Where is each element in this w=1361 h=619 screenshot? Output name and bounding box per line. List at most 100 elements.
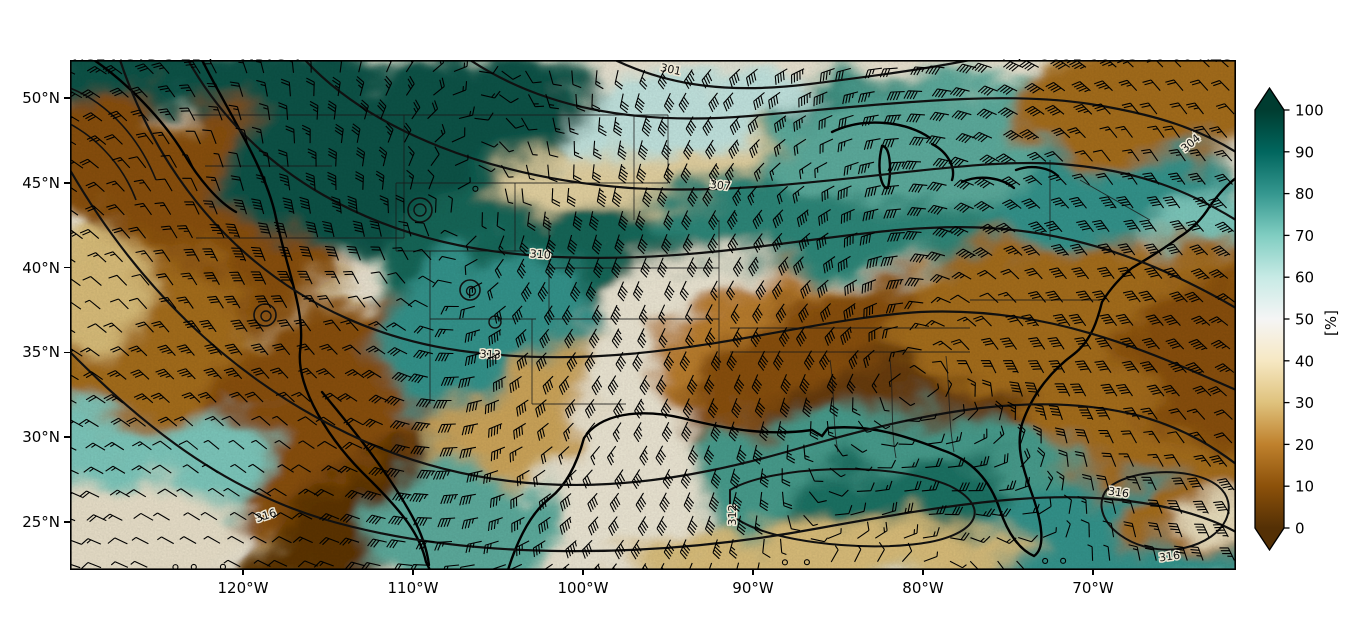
- wind-barb: [355, 171, 364, 190]
- wind-barb: [229, 81, 244, 97]
- wind-barb: [362, 295, 381, 308]
- wind-barb: [179, 84, 196, 98]
- wind-barb: [1142, 79, 1161, 91]
- wind-barb: [979, 292, 999, 304]
- wind-barb: [773, 138, 786, 157]
- wind-barb: [871, 373, 880, 394]
- wind-barb: [1047, 337, 1065, 350]
- map-canvas: 301 304 307 310 313 316 316 316 312: [70, 60, 1236, 570]
- wind-barb: [379, 195, 389, 214]
- wind-barb: [973, 200, 994, 212]
- wind-barb: [1214, 221, 1235, 233]
- wind-barb: [655, 445, 667, 466]
- wind-barb: [440, 305, 459, 315]
- wind-barb: [70, 90, 83, 100]
- wind-barb: [352, 220, 365, 237]
- wind-barb: [686, 257, 698, 278]
- calm-wind-circle: [1060, 557, 1067, 564]
- wind-barb: [407, 299, 428, 308]
- wind-barb: [156, 273, 174, 286]
- wind-barb: [176, 488, 193, 497]
- wind-barb: [582, 469, 593, 489]
- y-tick-label: 50°N: [22, 89, 60, 107]
- wind-barb: [183, 512, 200, 521]
- wind-barb: [863, 302, 878, 318]
- wind-barb: [70, 206, 79, 216]
- wind-barb: [434, 352, 454, 362]
- wind-barb: [931, 88, 952, 99]
- wind-barb: [567, 234, 578, 255]
- wind-barb: [457, 177, 471, 190]
- wind-barb: [814, 162, 828, 179]
- wind-barb: [466, 470, 483, 483]
- wind-barb: [1219, 547, 1235, 561]
- wind-barb: [202, 129, 217, 144]
- wind-barb: [613, 398, 624, 419]
- wind-barb: [798, 303, 809, 323]
- wind-barb: [370, 246, 386, 261]
- wind-barb: [1141, 476, 1157, 491]
- colorbar-tick-label: 30: [1295, 394, 1314, 412]
- wind-barb: [902, 346, 922, 355]
- wind-barb: [768, 91, 781, 110]
- wind-barb: [474, 112, 494, 121]
- wind-barb: [451, 127, 466, 143]
- wind-barb: [1193, 125, 1212, 138]
- wind-barb: [344, 489, 365, 500]
- wind-barb: [527, 141, 538, 156]
- wind-barb: [1038, 497, 1052, 515]
- wind-barb: [596, 187, 607, 208]
- wind-barb: [757, 350, 769, 371]
- wind-barb: [921, 481, 940, 492]
- wind-barb: [413, 516, 432, 527]
- wind-barb: [821, 185, 835, 202]
- wind-barb: [572, 164, 582, 184]
- wind-barb: [322, 319, 341, 332]
- wind-barb: [334, 123, 344, 144]
- wind-barb: [800, 279, 811, 299]
- contour-label-312-gulf: 312: [726, 505, 739, 526]
- wind-barb: [774, 68, 788, 85]
- wind-barb: [827, 528, 842, 540]
- wind-barb: [81, 561, 102, 569]
- wind-barb: [588, 328, 600, 349]
- wind-barb: [754, 397, 766, 418]
- wind-barb: [898, 396, 916, 407]
- wind-barb: [299, 196, 311, 214]
- wind-barb: [1050, 243, 1070, 256]
- wind-barb: [885, 279, 904, 290]
- wind-barb: [150, 392, 170, 404]
- wind-barb: [1187, 477, 1204, 491]
- wind-barb: [1114, 60, 1134, 68]
- wind-barb: [1092, 149, 1111, 162]
- wind-barb: [384, 395, 405, 406]
- contour-label-316-south: 316: [1158, 549, 1181, 565]
- wind-barb: [732, 186, 742, 207]
- wind-barb: [1168, 361, 1187, 373]
- wind-barb: [857, 420, 872, 433]
- wind-barbs-layer: [70, 60, 1235, 570]
- wind-barb: [968, 482, 987, 492]
- wind-barb: [324, 245, 340, 261]
- wind-barb: [1050, 197, 1070, 209]
- wind-barb: [769, 162, 781, 181]
- wind-barb: [70, 67, 76, 76]
- wind-barb: [70, 372, 79, 381]
- wind-barb: [950, 294, 970, 304]
- wind-barb: [128, 297, 148, 310]
- wind-barb: [87, 252, 107, 263]
- wind-barb: [131, 465, 152, 474]
- wind-barb: [1210, 80, 1230, 91]
- wind-barb: [1065, 520, 1071, 538]
- wind-barb: [409, 493, 429, 503]
- wind-barb: [1003, 359, 1019, 374]
- wind-barb: [247, 511, 265, 520]
- wind-barb: [1123, 219, 1141, 232]
- wind-barb: [656, 374, 667, 396]
- contour-label-310: 310: [529, 247, 551, 261]
- wind-barb: [200, 511, 218, 521]
- wind-barb: [1094, 406, 1111, 420]
- wind-barb: [796, 209, 809, 228]
- wind-barb: [974, 177, 995, 189]
- wind-barb: [873, 420, 891, 430]
